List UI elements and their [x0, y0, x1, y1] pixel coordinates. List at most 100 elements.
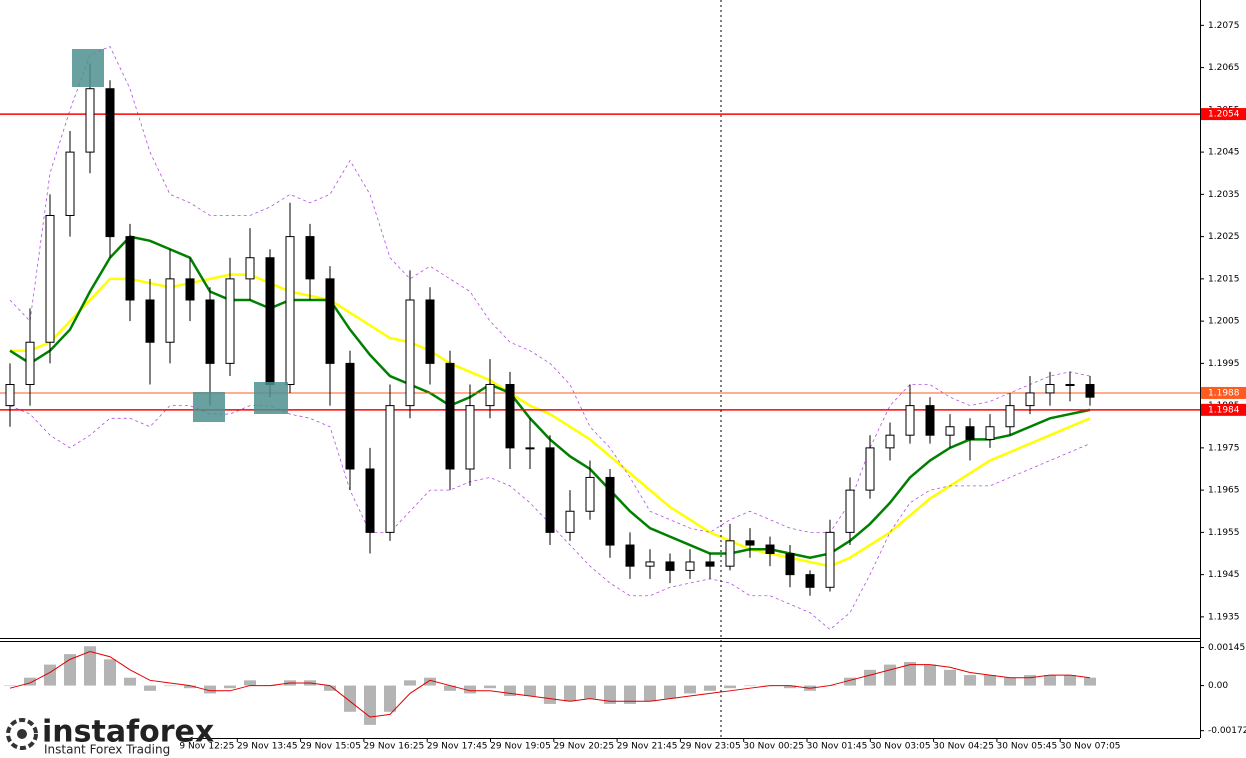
candle-body [645, 561, 655, 567]
level-label-bg [1201, 386, 1246, 399]
macd-bar [344, 685, 356, 712]
candle-body [625, 544, 635, 567]
macd-bar [1064, 675, 1076, 686]
x-tick-label: 30 Nov 00:25 [743, 742, 804, 752]
candle-body [805, 574, 815, 588]
candle-body [445, 362, 455, 470]
y-tick-label: 1.2005 [1208, 317, 1240, 327]
candle-body [205, 299, 215, 364]
macd-bar [724, 685, 736, 689]
macd-y-tick-label: 0.00 [1208, 681, 1228, 691]
candle-body [145, 299, 155, 343]
x-tick-label: 29 Nov 19:05 [490, 742, 551, 752]
candle-body [705, 561, 715, 567]
x-tick-label: 29 Nov 20:25 [553, 742, 614, 752]
logo-icon [6, 718, 38, 750]
macd-bar [844, 677, 856, 686]
candle-body [45, 214, 55, 343]
macd-bar [204, 685, 216, 694]
y-tick-label: 1.1935 [1208, 612, 1240, 622]
y-tick-label: 1.2015 [1208, 274, 1240, 284]
macd-bar [364, 685, 376, 725]
candle-body [925, 405, 935, 436]
macd-bar [924, 664, 936, 686]
macd-bar [404, 680, 416, 686]
x-tick-label: 30 Nov 07:05 [1060, 742, 1121, 752]
candle-body [465, 405, 475, 470]
y-tick-label: 1.1955 [1208, 528, 1240, 538]
candle-body [825, 531, 835, 588]
x-tick-label: 29 Nov 15:05 [300, 742, 361, 752]
x-tick-label: 30 Nov 01:45 [807, 742, 868, 752]
candle-body [405, 299, 415, 407]
macd-bar [564, 685, 576, 702]
level-label: 1.1984 [1208, 405, 1240, 415]
y-tick-label: 1.2045 [1208, 148, 1240, 158]
candle-body [845, 489, 855, 533]
x-tick-label: 29 Nov 21:45 [617, 742, 678, 752]
candle-body [505, 383, 515, 449]
macd-bar [384, 685, 396, 712]
candle-body [965, 426, 975, 440]
brand-name: instaforex [42, 715, 214, 750]
candle-body [65, 151, 75, 216]
x-tick-label: 29 Nov 13:45 [237, 742, 298, 752]
x-tick-label: 29 Nov 16:25 [364, 742, 425, 752]
level-label: 1.1988 [1208, 388, 1240, 398]
macd-signal [9, 650, 1091, 718]
macd-bar [44, 664, 56, 686]
macd-bar [324, 685, 336, 691]
y-tick-label: 1.2065 [1208, 63, 1240, 73]
macd-bar [964, 675, 976, 686]
candle-body [605, 476, 615, 546]
y-tick-label: 1.1975 [1208, 443, 1240, 453]
macd-bar [424, 677, 436, 686]
x-tick-label: 30 Nov 05:45 [997, 742, 1058, 752]
axes: 1.19351.19451.19551.19651.19751.19851.19… [173, 21, 1246, 752]
candle-body [245, 257, 255, 280]
candle-body [1065, 383, 1075, 386]
candle-body [725, 540, 735, 567]
macd-bar [64, 654, 76, 686]
macd-bar [124, 677, 136, 686]
y-tick-label: 1.2025 [1208, 232, 1240, 242]
candle-body [545, 447, 555, 533]
candle-body [365, 468, 375, 533]
candle-body [865, 447, 875, 491]
macd-bar [4, 685, 16, 687]
y-tick-label: 1.2075 [1208, 21, 1240, 31]
x-tick-label: 29 Nov 17:45 [427, 742, 488, 752]
level-label: 1.2054 [1208, 110, 1240, 120]
macd-bar [144, 685, 156, 691]
signal-box [193, 392, 225, 422]
macd-bar [1044, 675, 1056, 686]
envelope-band [9, 45, 1091, 533]
macd-bar [644, 685, 656, 702]
macd-bar [604, 685, 616, 704]
macd-bar [544, 685, 556, 704]
macd-bar [24, 677, 36, 686]
candle-body [425, 299, 435, 364]
x-tick-label: 29 Nov 12:25 [174, 742, 235, 752]
candle-body [885, 434, 895, 449]
candle-body [785, 552, 795, 576]
macd-bar [224, 685, 236, 689]
candle-body [105, 88, 115, 238]
candle-body [665, 561, 675, 571]
y-tick-label: 1.1995 [1208, 359, 1240, 369]
macd-bar [984, 675, 996, 686]
level-label-bg [1201, 403, 1246, 416]
macd-bar [464, 685, 476, 694]
candle-body [905, 405, 915, 436]
candle-body [985, 426, 995, 440]
candle-body [285, 236, 295, 385]
signal-box [72, 49, 104, 87]
candle-body [225, 278, 235, 364]
logo-background [0, 712, 180, 758]
macd-bar [444, 685, 456, 691]
macd-bar [524, 685, 536, 697]
candle-body [185, 278, 195, 301]
y-tick-label: 1.2035 [1208, 190, 1240, 200]
macd-bar [584, 685, 596, 699]
macd-bar [244, 680, 256, 686]
